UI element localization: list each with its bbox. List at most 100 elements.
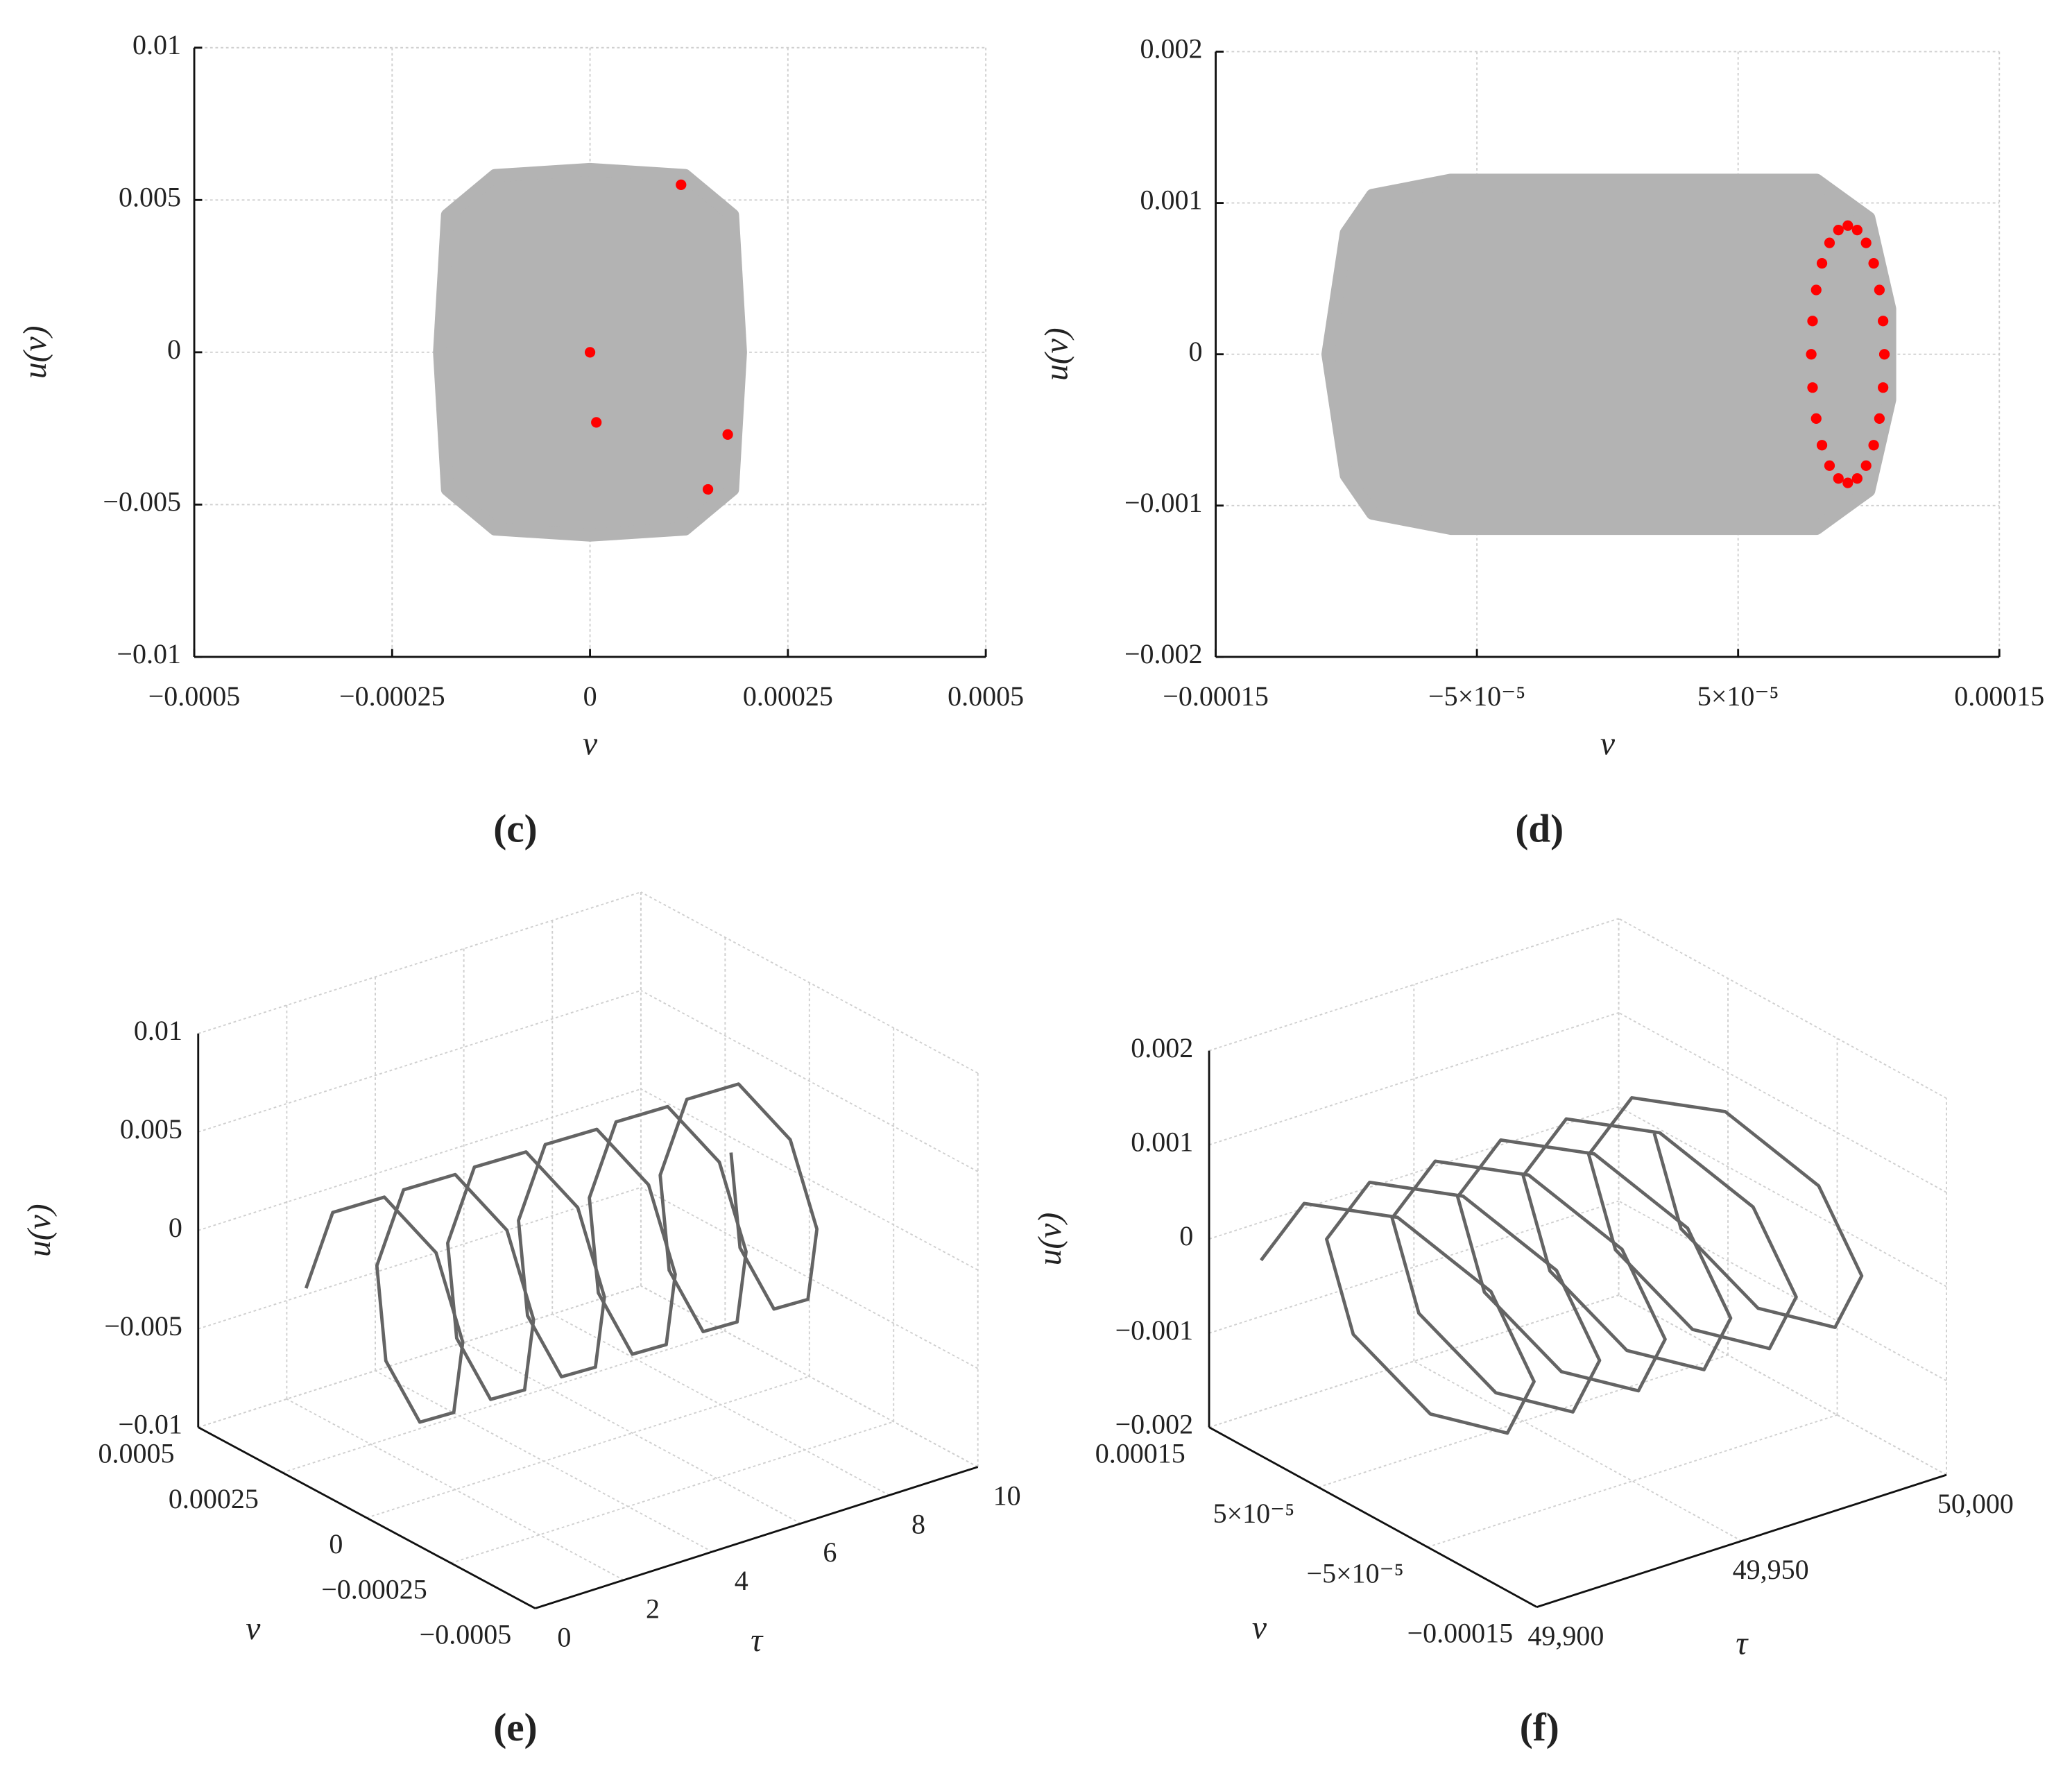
grid-line (640, 1088, 979, 1271)
point (1810, 284, 1822, 296)
point (1810, 413, 1822, 425)
z-tick-label: 0.01 (134, 1015, 182, 1046)
point (1874, 284, 1885, 296)
x-tick-label: 0.0005 (948, 681, 1024, 712)
y-tick-label: 0.0005 (98, 1438, 174, 1469)
grid-line (450, 1421, 894, 1564)
y-tick-label: 0 (329, 1528, 343, 1559)
z-tick-label: −0.005 (104, 1310, 182, 1342)
panel-label: (e) (493, 1706, 537, 1749)
x-axis (535, 1466, 979, 1609)
grid-line (1413, 1360, 1743, 1542)
y-tick-label: 5×10⁻⁵ (1213, 1498, 1295, 1529)
point (702, 484, 714, 495)
grid-line (286, 1398, 624, 1581)
x-tick-label: 49,900 (1527, 1620, 1604, 1652)
grid-line (198, 891, 642, 1034)
x-axis (1536, 1473, 1947, 1608)
point (1874, 413, 1885, 425)
point (1806, 349, 1817, 360)
y-axis-label: v (1252, 1610, 1267, 1646)
panel-label: (f) (1520, 1706, 1559, 1749)
grid-line (1618, 1012, 1947, 1193)
x-tick-label: −0.00025 (339, 681, 445, 712)
x-axis-label: v (583, 726, 598, 762)
point (1868, 440, 1879, 451)
x-tick-label: 2 (646, 1593, 660, 1625)
grid-line (1618, 1294, 1947, 1475)
z-axis-label: u(v) (22, 1204, 58, 1257)
x-axis-label: τ (751, 1623, 764, 1659)
point (1824, 460, 1835, 471)
z-tick-label: −0.002 (1115, 1409, 1194, 1440)
y-tick-label: −0.01 (117, 638, 181, 669)
x-tick-label: 0 (557, 1621, 571, 1652)
grid-line (366, 1376, 810, 1518)
z-tick-label: 0 (1179, 1220, 1193, 1251)
x-tick-label: 10 (993, 1480, 1021, 1512)
point (1860, 237, 1872, 248)
x-tick-label: 6 (823, 1537, 837, 1568)
grid-line (463, 1342, 801, 1525)
point (1833, 473, 1844, 484)
z-tick-label: −0.01 (118, 1409, 182, 1440)
z-tick-label: 0.002 (1131, 1032, 1193, 1063)
grid-line (282, 1331, 726, 1473)
point (1868, 257, 1879, 269)
y-axis-label: v (246, 1611, 261, 1647)
data-region (1321, 173, 1897, 536)
panel-label: (c) (493, 807, 537, 850)
z-tick-label: 0 (169, 1212, 182, 1243)
x-tick-label: 5×10⁻⁵ (1697, 681, 1779, 712)
y-tick-label: −5×10⁻⁵ (1307, 1557, 1404, 1589)
y-axis-label: u(v) (17, 326, 53, 379)
point (1833, 225, 1844, 236)
x-axis-label: v (1600, 726, 1616, 762)
x-tick-label: −0.00015 (1163, 681, 1269, 712)
x-tick-label: 8 (911, 1508, 925, 1539)
x-tick-label: 0.00025 (743, 681, 833, 712)
data-line (1260, 1096, 1864, 1435)
x-tick-label: 49,950 (1733, 1554, 1809, 1585)
y-tick-label: 0 (167, 334, 181, 365)
point (1816, 440, 1828, 451)
y-tick-label: 0.002 (1140, 33, 1203, 65)
y-tick-label: 0.00025 (169, 1483, 259, 1514)
point (1851, 473, 1863, 484)
y-tick-label: −0.001 (1124, 487, 1203, 518)
point (1842, 477, 1853, 488)
grid-line (198, 1186, 642, 1330)
grid-line (1618, 918, 1947, 1100)
grid-line (640, 1285, 979, 1468)
y-tick-label: −0.0005 (420, 1619, 512, 1650)
point (1851, 225, 1863, 236)
x-tick-label: 0.00015 (1954, 681, 2044, 712)
point (1824, 237, 1835, 248)
y-axis (198, 1426, 536, 1609)
y-tick-label: −0.00015 (1407, 1618, 1514, 1649)
z-tick-label: −0.001 (1115, 1315, 1194, 1346)
y-tick-label: −0.00025 (321, 1573, 427, 1605)
point (591, 417, 602, 428)
point (1878, 316, 1889, 327)
x-axis-label: τ (1736, 1626, 1749, 1662)
y-tick-label: −0.002 (1124, 638, 1203, 669)
x-tick-label: 0 (583, 681, 597, 712)
point (1807, 382, 1818, 393)
grid-line (198, 990, 642, 1133)
point (1878, 349, 1890, 360)
y-tick-label: 0.00015 (1095, 1438, 1185, 1469)
y-tick-label: −0.005 (103, 486, 181, 517)
z-tick-label: 0.005 (120, 1113, 182, 1145)
point (1878, 382, 1889, 393)
y-tick-label: 0.001 (1140, 185, 1203, 216)
grid-line (640, 891, 979, 1074)
point (1807, 316, 1818, 327)
point (1816, 257, 1828, 269)
grid-line (1618, 1200, 1947, 1382)
x-tick-label: 4 (735, 1565, 748, 1596)
z-axis-label: u(v) (1032, 1213, 1068, 1266)
y-tick-label: 0 (1189, 336, 1203, 367)
point (676, 179, 687, 190)
